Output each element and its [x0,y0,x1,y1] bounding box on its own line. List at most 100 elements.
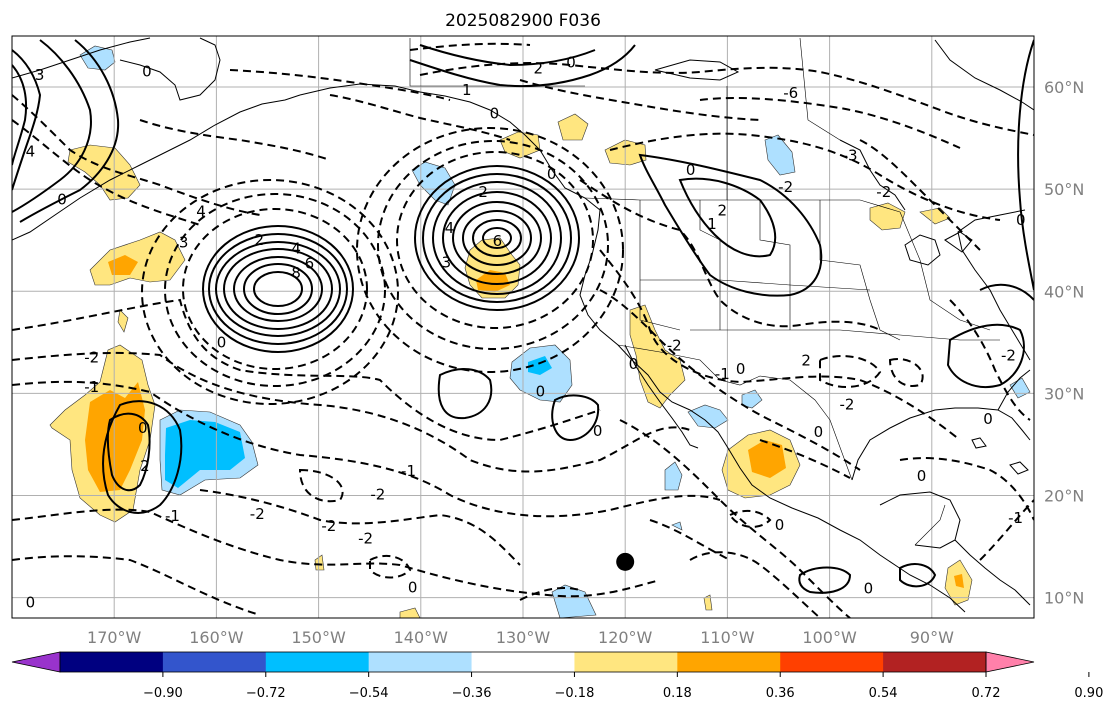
contour-label: -2 [250,505,265,523]
lat-tick-label: 40°N [1044,282,1084,301]
colorbar-tick-label: −0.36 [452,686,492,701]
contour-label: 2 [478,183,488,201]
contour-label: 0 [775,516,785,534]
contour-label: 6 [493,232,503,250]
colorbar-outline [59,651,987,673]
positive-anomaly-core [85,382,145,492]
contour-label: 0 [983,410,993,428]
contour-label: -2 [321,517,336,535]
colorbar-tick-label: 0.36 [766,686,795,701]
lon-tick-label: 100°W [802,628,857,647]
contour-label: -2 [84,349,99,367]
positive-anomaly-region [399,607,421,618]
contour-label: 0 [217,333,227,351]
contour-label: 0 [736,360,746,378]
positive-anomaly-region [314,554,325,571]
contour-label: -2 [358,529,373,547]
negative-anomaly-region [671,521,683,531]
contour-label: 0 [566,54,576,72]
map-title: 2025082900 F036 [445,11,601,31]
colorbar-tick-label: 0.72 [972,686,1001,701]
contour-label: -2 [370,485,385,503]
colorbar-tick-label: −0.18 [555,686,595,701]
contour-label: 0 [142,63,152,81]
contour-label: 0 [57,190,67,208]
lat-tick-label: 60°N [1044,78,1084,97]
location-marker [616,552,635,571]
colorbar-ticks: −0.90 −0.72 −0.54 −0.36 −0.18 0.18 0.36 0.54 0.7… [143,672,1103,701]
contour-label: 4 [196,203,206,221]
contour-label: -2 [1001,347,1016,365]
positive-anomaly-core [476,270,510,292]
colorbar-swatch [60,652,164,672]
contour-label: 0 [26,594,36,612]
contour-label: 0 [686,161,696,179]
contour-label: 8 [291,264,301,282]
contour-label: 2 [718,202,728,220]
contour-label: 0 [138,419,148,437]
lon-tick-label: 120°W [598,628,653,647]
contour-label: 0 [629,355,639,373]
lon-tick-label: 140°W [394,628,449,647]
contour-label: 0 [490,105,500,123]
contour-label: 0 [1016,211,1026,229]
lon-tick-label: 160°W [189,628,244,647]
contour-label: 4 [291,239,301,257]
contour-label: 6 [305,255,315,273]
contour-label: 1 [462,81,472,99]
colorbar [11,651,1035,673]
map-frame [11,35,1035,619]
negative-anomaly-region [764,134,796,176]
colorbar-tick-label: 0.90 [1074,686,1103,701]
contour-label: -2 [667,336,682,354]
colorbar-tick-label: −0.72 [246,686,286,701]
colorbar-swatch [883,652,987,672]
contour-label: -2 [876,183,891,201]
positive-anomaly-core [748,440,786,478]
lat-lon-grid [12,36,1034,618]
colorbar-swatch [780,652,884,672]
negative-anomaly-core [165,420,245,488]
contour-label: 0 [814,423,824,441]
contour-label: -3 [843,146,858,164]
contour-label: 2 [801,352,811,370]
contour-label: 1 [707,215,717,233]
negative-anomaly-core [528,356,552,375]
contour-label: 3 [179,233,189,251]
positive-anomaly-region [557,113,589,141]
contour-label: -1 [1008,509,1023,527]
colorbar-tick-label: 0.18 [663,686,692,701]
positive-anomaly-core [954,574,964,588]
contour-label: 4 [26,142,36,160]
contour-label: -1 [165,507,180,525]
lon-tick-label: 170°W [87,628,142,647]
longitude-ticks: 170°W 160°W 150°W 140°W 130°W 120°W 110°W 100°W… [87,628,954,647]
positive-anomaly-region [703,594,713,611]
negative-anomaly-region [551,584,597,618]
lon-tick-label: 150°W [291,628,346,647]
lon-tick-label: 90°W [910,628,954,647]
colorbar-extend-low [11,651,61,673]
shaded-anomaly-regions [49,45,1031,618]
lat-tick-label: 10°N [1044,589,1084,608]
colorbar-swatch [471,652,575,672]
colorbar-swatch [574,652,678,672]
coastlines [12,37,1034,613]
contour-label: -1 [84,378,99,396]
contour-label: 0 [547,165,557,183]
colorbar-swatch [677,652,781,672]
colorbar-swatch [368,652,473,672]
contour-label: 0 [864,579,874,597]
contour-label: 0 [593,422,603,440]
positive-anomaly-core [108,255,138,275]
lon-tick-label: 110°W [700,628,755,647]
contour-label: 2 [534,60,544,78]
latitude-ticks: 10°N 20°N 30°N 40°N 50°N 60°N [1044,78,1084,608]
contour-label: -6 [783,84,798,102]
colorbar-tick-label: 0.54 [869,686,898,701]
contour-label: 3 [442,254,452,272]
contour-label: -2 [778,178,793,196]
